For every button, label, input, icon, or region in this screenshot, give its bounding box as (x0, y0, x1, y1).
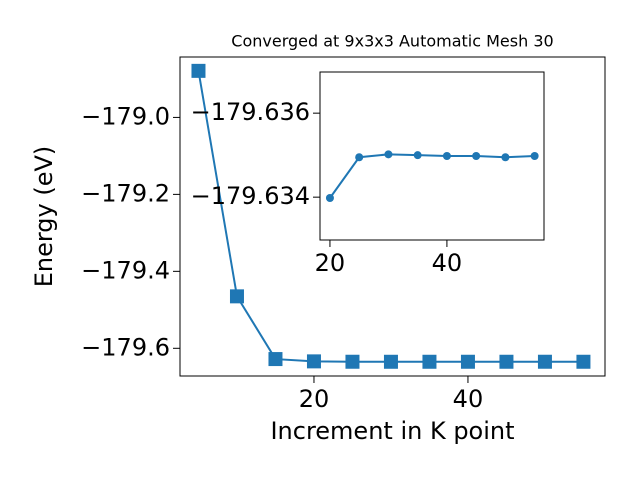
marker (383, 354, 398, 369)
y-tick-label: −179.2 (81, 179, 170, 207)
x-tick-label: 40 (453, 385, 484, 413)
x-tick-label: 20 (315, 249, 346, 277)
marker (355, 153, 364, 162)
marker (472, 152, 481, 160)
axes-frame (179, 56, 606, 377)
marker (413, 151, 422, 160)
x-tick-label: 20 (299, 385, 330, 413)
marker (530, 152, 539, 160)
x-axis-label: Increment in K point (270, 417, 514, 445)
marker (191, 63, 206, 78)
marker (460, 354, 475, 369)
y-tick-label: −179.4 (81, 256, 170, 284)
y-tick-label: −179.634 (191, 182, 310, 210)
data-line (329, 153, 535, 199)
x-tick-label: 40 (432, 249, 463, 277)
marker (325, 194, 334, 202)
marker (229, 289, 244, 304)
chart-title: Converged at 9x3x3 Automatic Mesh 30 (231, 32, 553, 51)
y-tick-label: −179.0 (81, 102, 170, 130)
marker (576, 354, 591, 369)
marker (537, 354, 552, 369)
marker (422, 354, 437, 369)
y-tick-label: −179.636 (191, 98, 310, 126)
marker (345, 354, 360, 369)
axes-frame (319, 71, 545, 241)
marker (268, 352, 283, 367)
y-tick-label: −179.6 (81, 333, 170, 361)
marker (501, 153, 510, 162)
marker (384, 150, 393, 159)
marker (442, 152, 451, 160)
marker (306, 354, 321, 369)
marker (499, 354, 514, 369)
y-axis-label: Energy (eV) (30, 146, 58, 288)
